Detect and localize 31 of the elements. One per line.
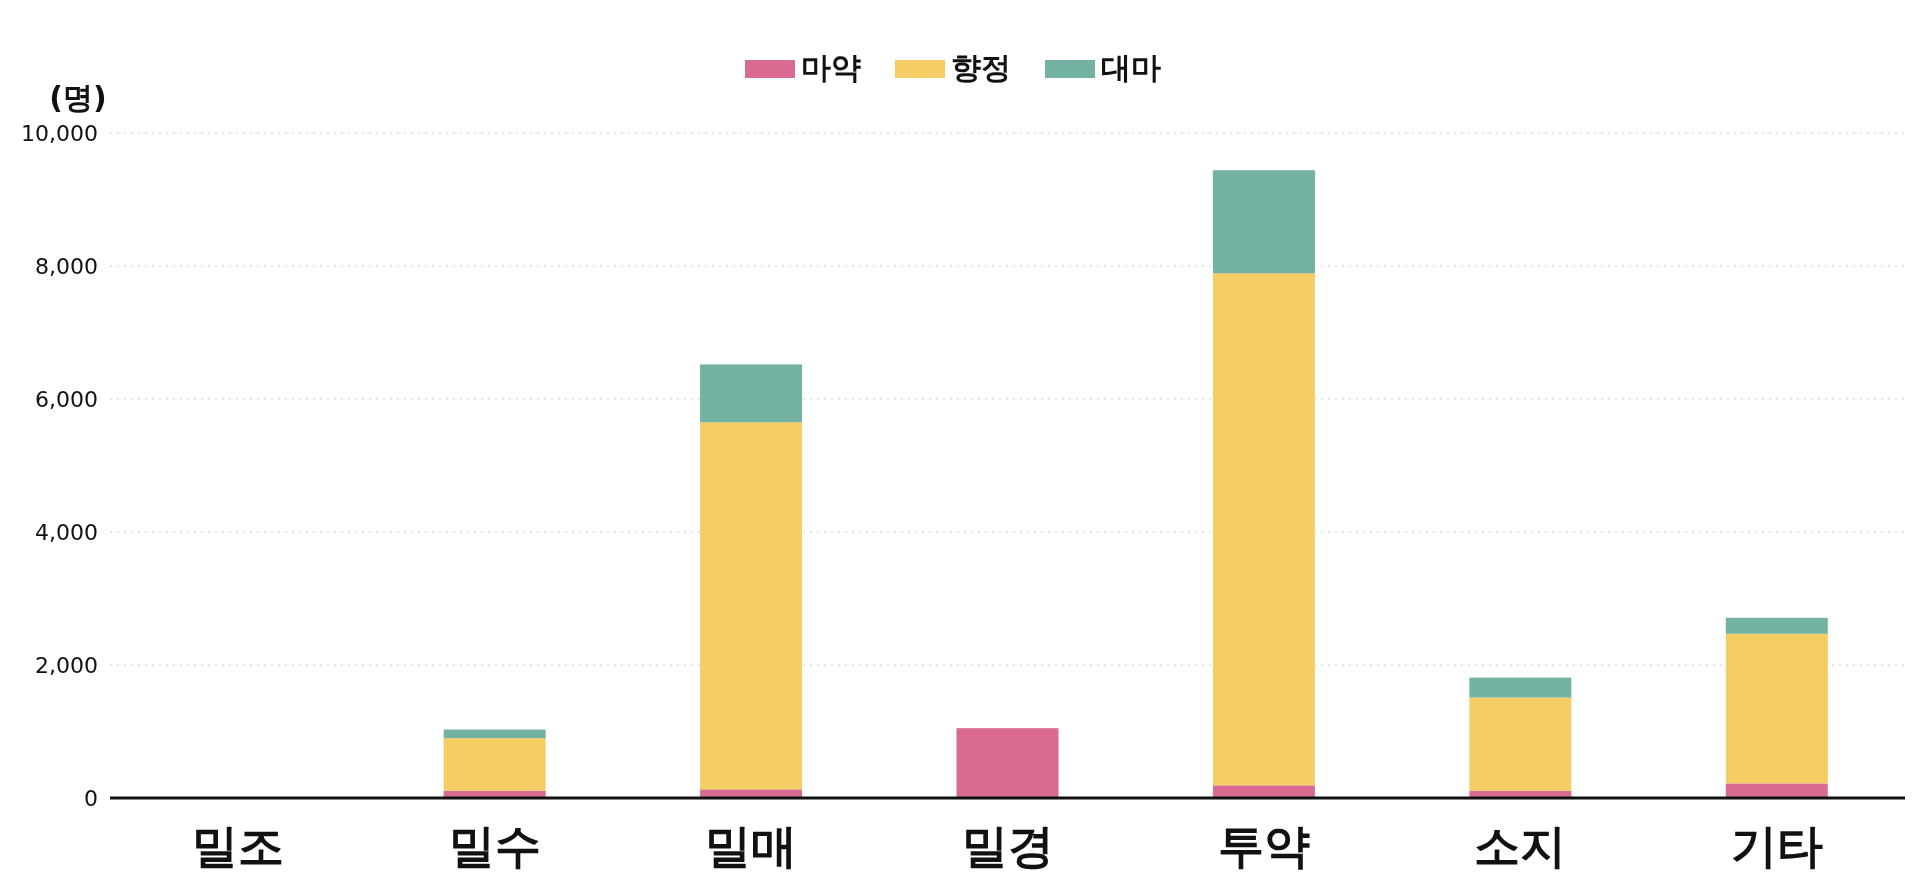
bar <box>956 728 1059 798</box>
x-tick-label: 투약 <box>1217 819 1310 873</box>
legend-label: 마약 <box>801 50 861 85</box>
bar <box>1212 170 1315 274</box>
legend-label: 대마 <box>1101 50 1161 85</box>
y-tick-label: 0 <box>84 786 98 811</box>
x-tick-label: 밀수 <box>448 819 541 873</box>
y-tick-label: 4,000 <box>35 520 98 545</box>
bar <box>1212 273 1315 786</box>
x-tick-label: 밀조 <box>192 819 285 873</box>
bar <box>700 789 803 798</box>
bar <box>443 738 546 791</box>
bar <box>700 422 803 790</box>
x-tick-label: 소지 <box>1474 819 1567 873</box>
bar <box>1212 785 1315 798</box>
bar <box>700 364 803 423</box>
y-tick-label: 8,000 <box>35 254 98 279</box>
x-tick-label: 기타 <box>1730 819 1823 873</box>
bar <box>1725 783 1828 798</box>
y-axis-title: (명) <box>49 80 107 115</box>
bar <box>443 729 546 739</box>
legend-label: 향정 <box>951 50 1011 85</box>
bar <box>1469 697 1572 791</box>
y-tick-label: 10,000 <box>21 121 98 146</box>
bar <box>1469 677 1572 698</box>
x-tick-label: 밀경 <box>961 819 1054 873</box>
bar <box>1725 633 1828 784</box>
bar <box>1725 617 1828 634</box>
x-tick-label: 밀매 <box>705 819 798 873</box>
y-tick-label: 6,000 <box>35 387 98 412</box>
y-tick-label: 2,000 <box>35 653 98 678</box>
